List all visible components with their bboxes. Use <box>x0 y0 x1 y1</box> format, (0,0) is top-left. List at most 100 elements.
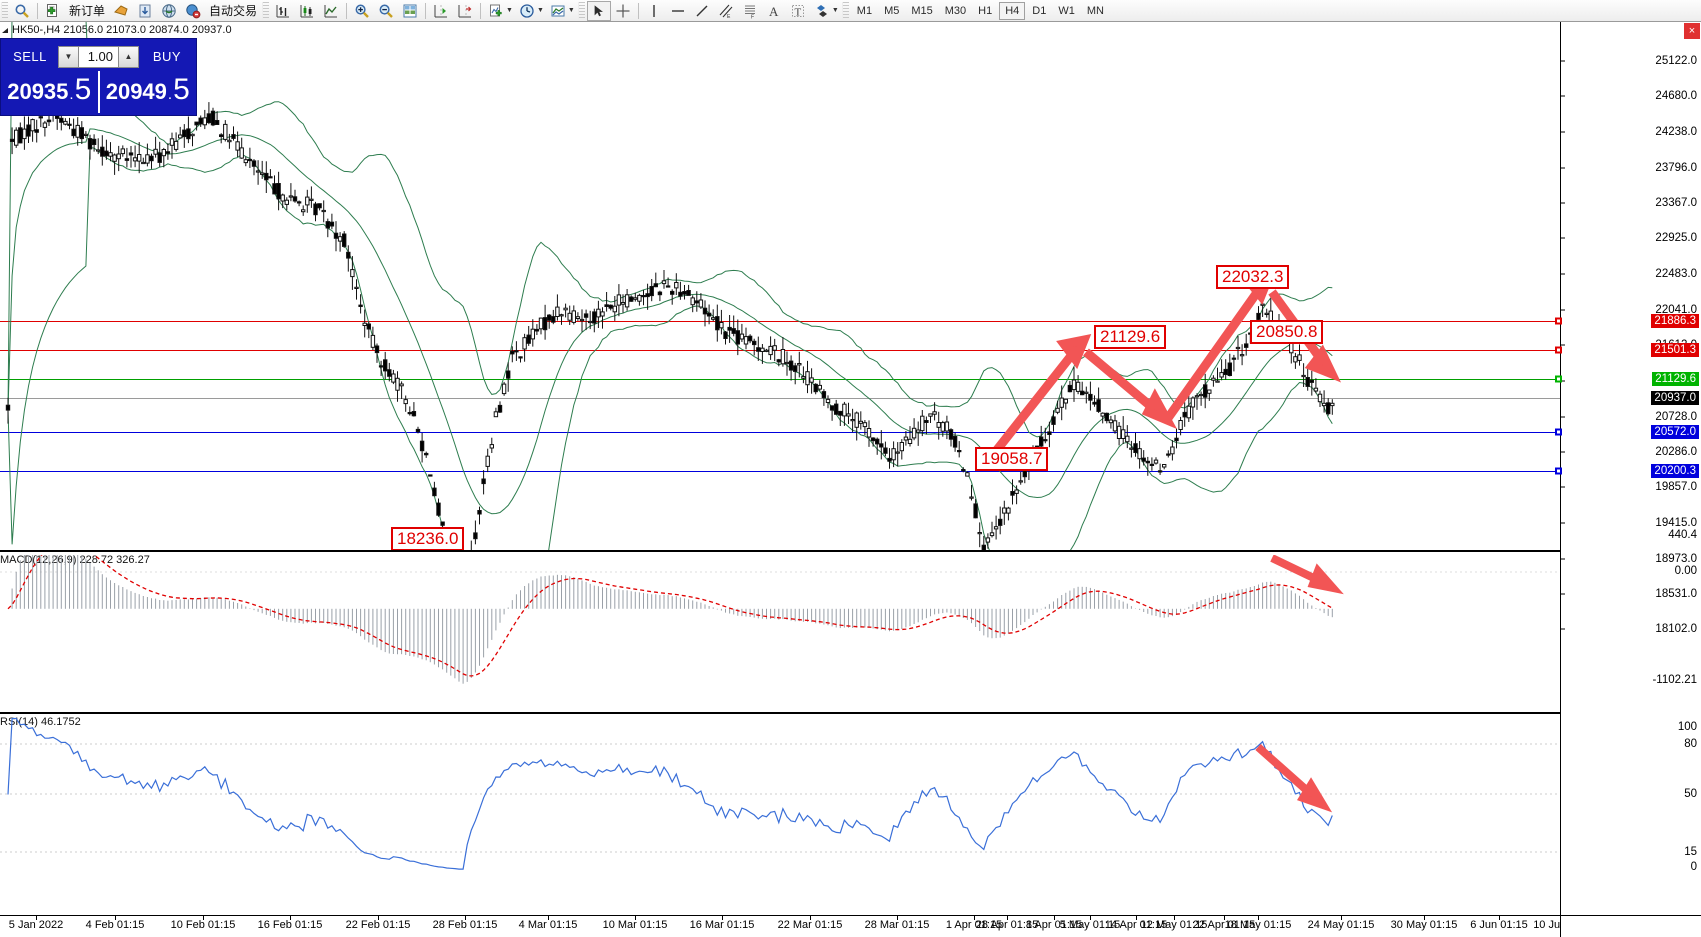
price-callout[interactable]: 19058.7 <box>975 447 1049 471</box>
price-axis-label: 20286.0 <box>1655 446 1697 458</box>
chevron-down-icon[interactable]: ▼ <box>506 7 513 14</box>
buy-button[interactable]: BUY <box>142 49 192 64</box>
timeframe-button-w1[interactable]: W1 <box>1058 4 1075 17</box>
cursor-icon[interactable] <box>586 0 611 21</box>
sell-button[interactable]: SELL <box>5 49 55 64</box>
equidistant-channel-icon[interactable]: E <box>714 1 738 21</box>
price-axis-tick <box>1561 131 1565 133</box>
bar-chart-icon[interactable] <box>271 1 295 21</box>
timeframe-button-m30[interactable]: M30 <box>944 4 967 17</box>
crosshair-icon[interactable] <box>611 1 635 21</box>
price-level-handle[interactable] <box>1555 317 1562 325</box>
zoom-in-icon[interactable] <box>350 1 374 21</box>
expert-advisor-icon[interactable] <box>181 1 205 21</box>
price-axis-tick <box>1561 237 1565 239</box>
time-axis-label: 28 Mar 01:15 <box>864 919 930 931</box>
timeframe-button-m5[interactable]: M5 <box>884 4 900 17</box>
price-pane[interactable]: HK50-,H4 21056.0 21073.0 20874.0 20937.0 <box>0 22 1560 937</box>
objects-icon[interactable] <box>810 1 834 21</box>
price-callout[interactable]: 18236.0 <box>391 527 465 551</box>
price-level-chip[interactable]: 21129.6 <box>1652 372 1699 386</box>
price-level-chip[interactable]: 21886.3 <box>1651 314 1699 328</box>
close-icon[interactable]: × <box>1684 23 1700 39</box>
time-axis-tick <box>465 916 466 920</box>
horizontal-line-icon[interactable] <box>666 1 690 21</box>
time-axis-tick <box>36 916 37 920</box>
one-click-trading-panel[interactable]: SELL ▼ 1.00 ▲ BUY 20935 . 5 20949 . <box>0 38 197 116</box>
price-callout[interactable]: 21129.6 <box>1094 325 1167 349</box>
timeframe-button-h4[interactable]: H4 <box>999 1 1026 20</box>
rsi-axis-label: 50 <box>1684 788 1697 800</box>
horizontal-line[interactable] <box>0 321 1560 322</box>
price-level-chip[interactable]: 21501.3 <box>1651 343 1699 357</box>
time-axis-tick <box>1341 916 1342 920</box>
horizontal-line[interactable] <box>0 350 1560 351</box>
horizontal-line[interactable] <box>0 398 1560 399</box>
price-level-handle[interactable] <box>1555 346 1562 354</box>
search-icon[interactable] <box>10 1 34 21</box>
autotrading-label[interactable]: 自动交易 <box>209 4 258 18</box>
time-axis-tick <box>1090 916 1091 920</box>
price-callout[interactable]: 20850.8 <box>1250 320 1324 344</box>
vertical-line-icon[interactable] <box>642 1 666 21</box>
time-axis-tick <box>722 916 723 920</box>
toolbar-grip-3[interactable] <box>577 1 585 20</box>
fibonacci-icon[interactable]: F <box>738 1 762 21</box>
timeframe-button-m15[interactable]: M15 <box>911 4 933 17</box>
chart-window[interactable]: HK50-,H4 21056.0 21073.0 20874.0 20937.0 <box>0 22 1701 937</box>
price-level-chip[interactable]: 20572.0 <box>1651 425 1699 439</box>
chart-shift-icon[interactable] <box>453 1 477 21</box>
toolbar-grip-4[interactable] <box>841 1 849 20</box>
zoom-out-icon[interactable] <box>374 1 398 21</box>
time-axis-label: 28 Apr 01:15 <box>975 919 1039 931</box>
chevron-down-icon-2[interactable]: ▼ <box>536 7 544 14</box>
timeframe-button-h1[interactable]: H1 <box>978 4 993 17</box>
chevron-down-icon-3[interactable]: ▼ <box>567 7 575 14</box>
price-axis-tick <box>1561 202 1565 204</box>
trendline-icon[interactable] <box>690 1 714 21</box>
price-callout[interactable]: 22032.3 <box>1216 265 1290 289</box>
line-chart-icon[interactable] <box>319 1 343 21</box>
new-order-icon[interactable] <box>41 1 65 21</box>
time-axis-tick <box>548 916 549 920</box>
time-axis-label: 8 Apr 01:15 <box>1025 919 1083 931</box>
horizontal-line[interactable] <box>0 432 1560 433</box>
chevron-down-icon-4[interactable]: ▼ <box>831 7 839 14</box>
volume-input[interactable]: 1.00 <box>79 45 118 68</box>
horizontal-line[interactable] <box>0 471 1560 472</box>
horizontal-line[interactable] <box>0 379 1560 380</box>
text-icon[interactable]: T <box>786 1 810 21</box>
download-icon[interactable] <box>133 1 157 21</box>
add-indicator-icon[interactable] <box>484 1 508 21</box>
tile-windows-icon[interactable] <box>398 1 422 21</box>
globe-icon[interactable] <box>157 1 181 21</box>
templates-icon[interactable] <box>546 1 570 21</box>
price-axis[interactable]: 25122.0 24680.0 24238.0 23796.0 23367.0 22925… <box>1555 22 1701 937</box>
price-level-handle[interactable] <box>1555 375 1562 383</box>
svg-text:T: T <box>794 6 801 18</box>
text-label-icon[interactable]: A <box>762 1 786 21</box>
price-level-handle[interactable] <box>1555 467 1562 475</box>
sell-price[interactable]: 20935 . 5 <box>1 71 98 113</box>
toolbar-grip[interactable] <box>1 1 8 20</box>
price-level-chip[interactable]: 20937.0 <box>1651 391 1699 405</box>
new-order-label[interactable]: 新订单 <box>69 4 106 18</box>
toolbar-grip-2[interactable] <box>262 1 270 20</box>
volume-decrement-button[interactable]: ▼ <box>58 45 79 68</box>
history-icon[interactable] <box>109 1 133 21</box>
candlestick-chart-icon[interactable] <box>295 1 319 21</box>
volume-increment-button[interactable]: ▲ <box>118 45 139 68</box>
volume-stepper[interactable]: ▼ 1.00 ▲ <box>58 45 139 68</box>
buy-price[interactable]: 20949 . 5 <box>100 71 197 113</box>
price-level-chip[interactable]: 20200.3 <box>1651 464 1699 478</box>
period-clock-icon[interactable] <box>515 1 539 21</box>
price-axis-tick <box>1561 380 1565 382</box>
autoscroll-icon[interactable] <box>429 1 453 21</box>
price-axis-label: 25122.0 <box>1655 55 1697 67</box>
timeframe-button-mn[interactable]: MN <box>1086 4 1104 17</box>
timeframe-button-m1[interactable]: M1 <box>856 4 873 17</box>
timeframe-button-d1[interactable]: D1 <box>1032 4 1047 17</box>
order-panel-divider <box>97 71 100 113</box>
time-axis[interactable]: 5 Jan 2022 4 Feb 01:15 10 Feb 01:15 16 Feb … <box>0 915 1560 937</box>
price-level-handle[interactable] <box>1555 428 1562 436</box>
